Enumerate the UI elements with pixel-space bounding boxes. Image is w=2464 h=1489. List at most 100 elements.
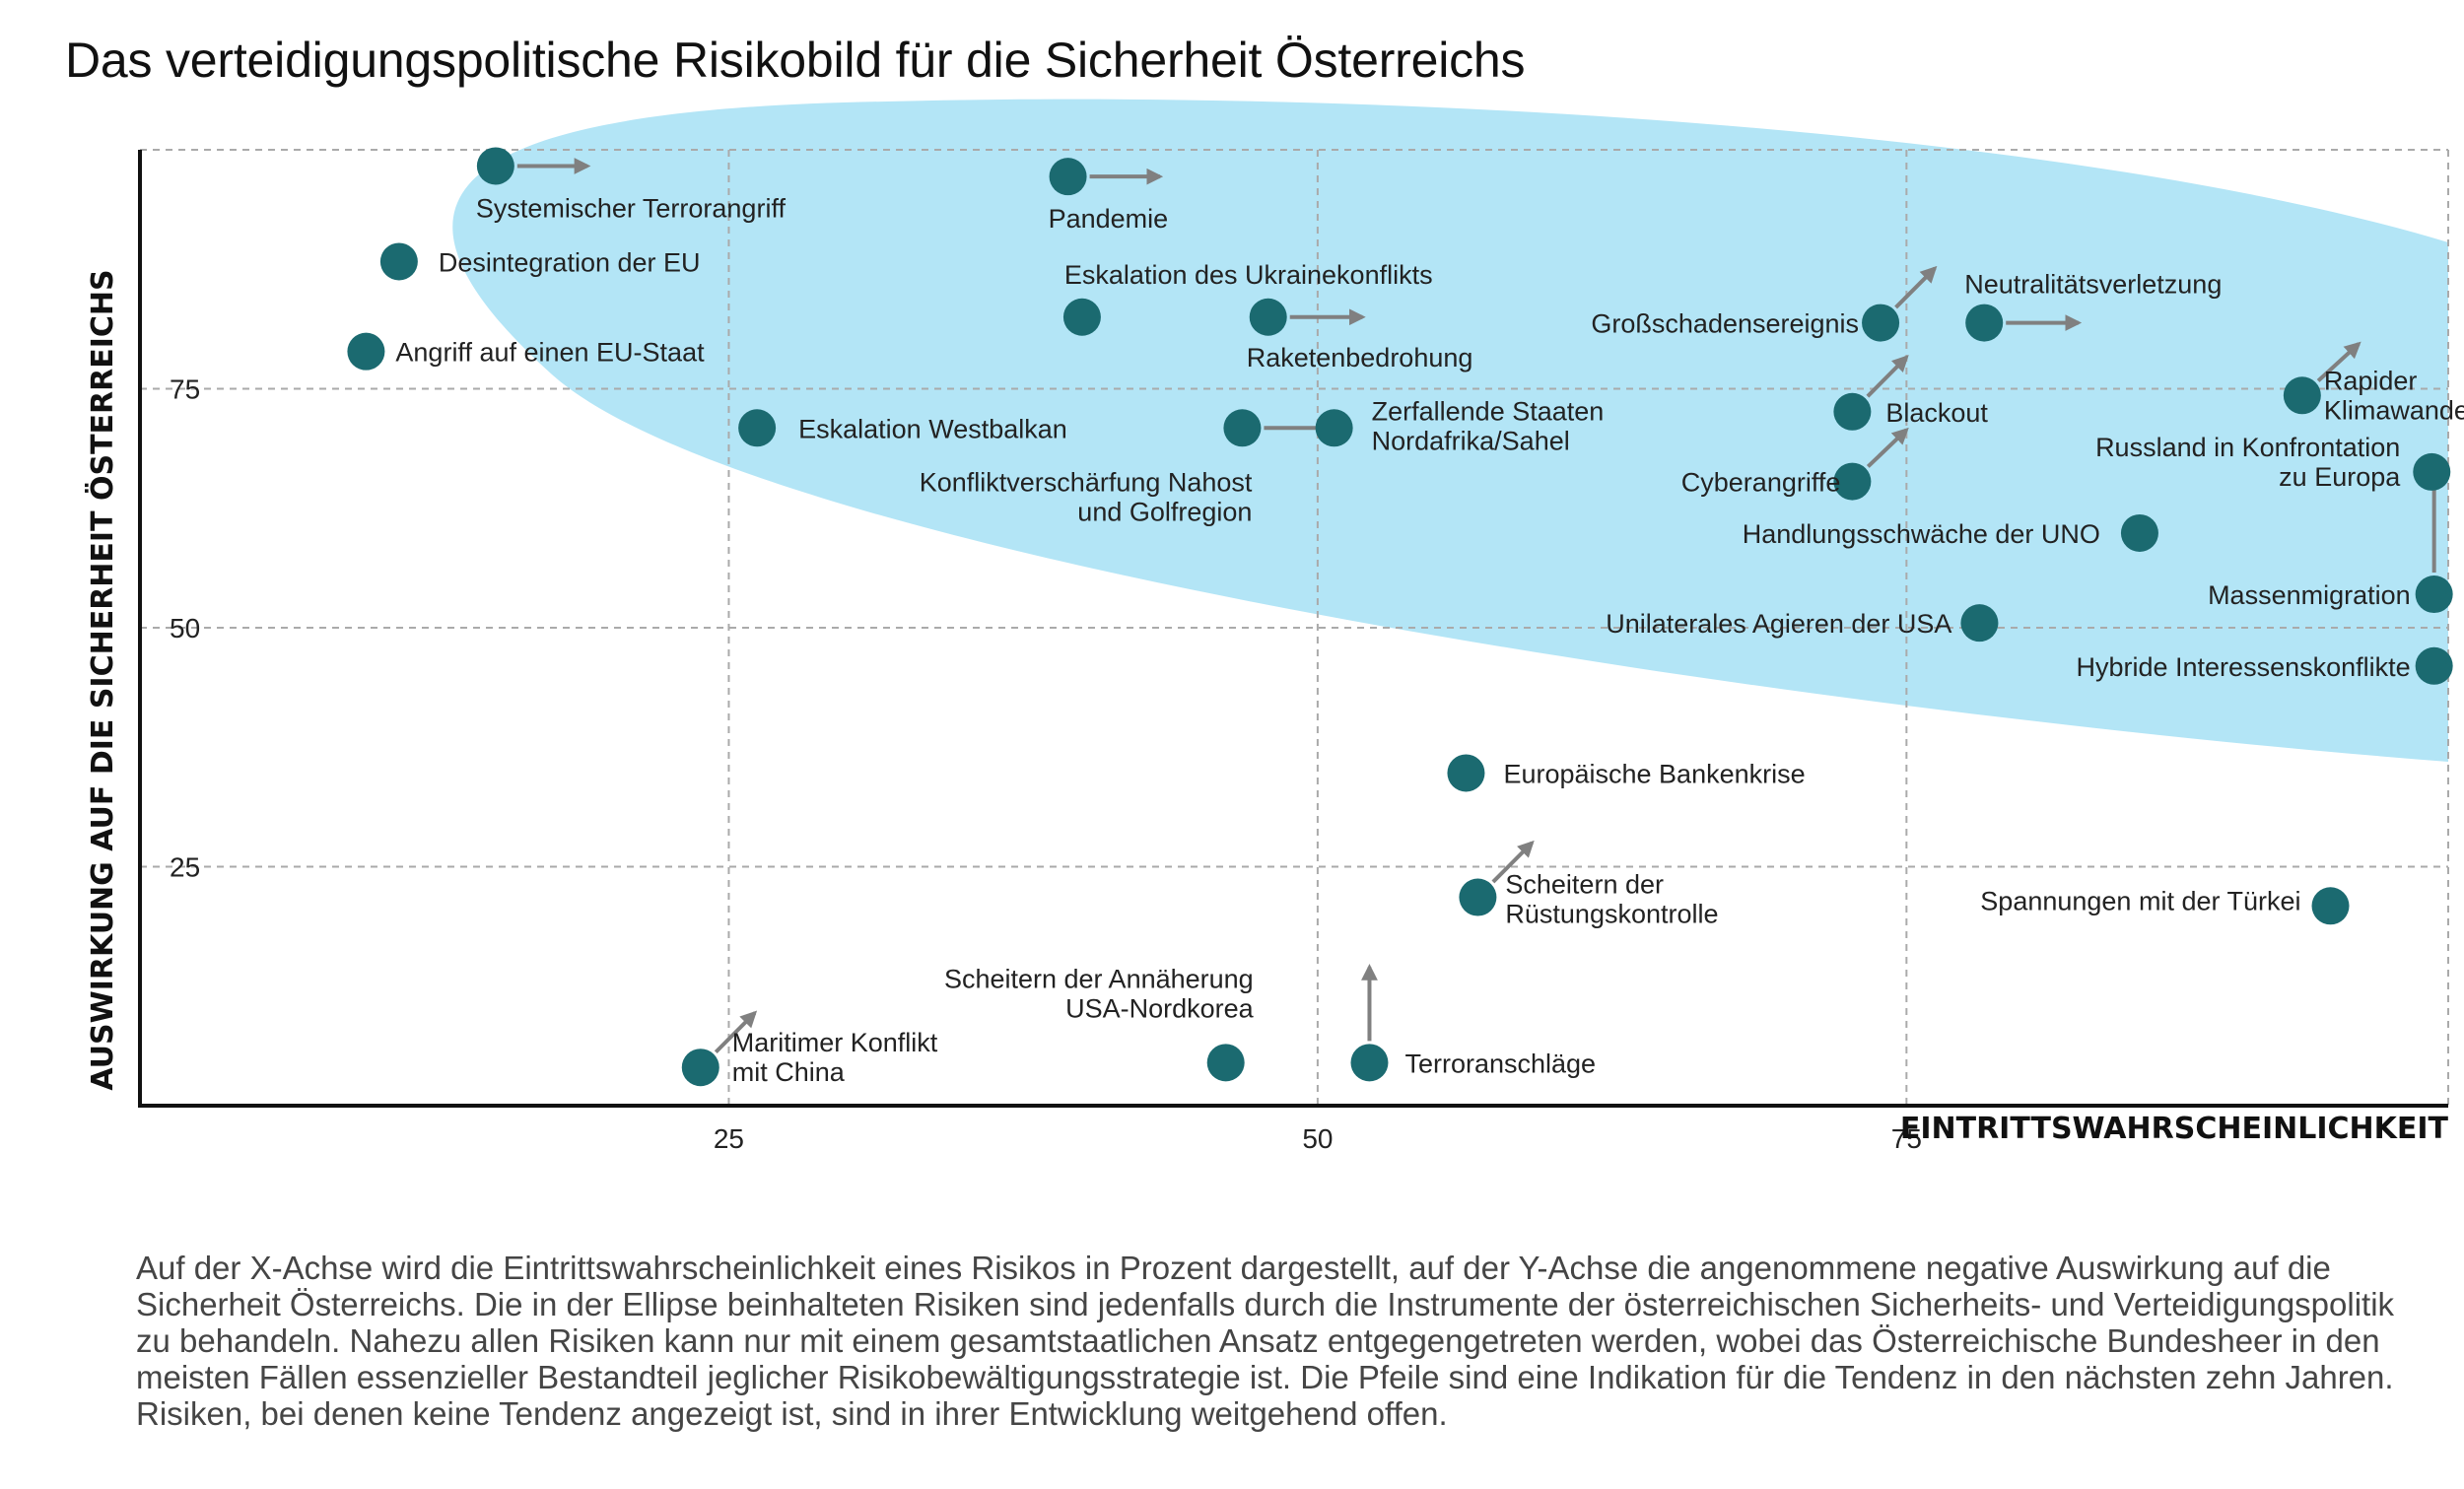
risk-label-line: Großschadensereignis [1591, 309, 1859, 339]
x-tick-label: 50 [1302, 1123, 1333, 1154]
risk-point [1206, 1044, 1245, 1082]
trend-arrow [1491, 840, 1535, 884]
risk-label-line: USA-Nordkorea [1065, 993, 1255, 1023]
risk-label-line: Raketenbedrohung [1247, 343, 1473, 372]
risk-label-line: Rapider [2324, 366, 2418, 395]
trend-arrow [1866, 355, 1909, 398]
risk-label: Unilaterales Agieren der USA [1606, 609, 1951, 639]
risk-label: Raketenbedrohung [1247, 343, 1473, 372]
risk-point [1862, 304, 1900, 342]
risk-label-line: Konfliktverschärfung Nahost [920, 467, 1253, 497]
risk-point [2283, 376, 2321, 415]
risk-label-line: Eskalation Westbalkan [798, 414, 1067, 443]
trend-arrow [714, 1010, 758, 1054]
risk-label-line: Rüstungskontrolle [1505, 900, 1718, 929]
risk-label-line: Scheitern der Annäherung [944, 964, 1254, 993]
risk-point [1459, 878, 1497, 916]
risk-ellipse [452, 99, 2448, 763]
risk-point [1960, 604, 1999, 643]
risk-point [347, 332, 385, 371]
risk-point [1447, 754, 1485, 792]
risk-label-line: Spannungen mit der Türkei [1980, 886, 2300, 915]
risk-point [2415, 575, 2453, 614]
risk-label: Eskalation Westbalkan [798, 414, 1067, 443]
risk-point [2120, 513, 2158, 552]
risk-label-line: zu Europa [2279, 462, 2401, 492]
risk-label: Neutralitätsverletzung [1964, 270, 2222, 300]
risk-label: Terroranschläge [1404, 1049, 1596, 1078]
risk-label: Zerfallende Staaten Nordafrika/Sahel [1372, 396, 1605, 455]
risk-point [2413, 452, 2451, 491]
risk-label: Cyberangriffe [1681, 468, 1841, 498]
risk-point [1833, 462, 1872, 501]
risk-label-line: Angriff auf einen EU-Staat [395, 338, 705, 368]
chart-title: Das verteidigungspolitische Risikobild f… [65, 33, 1526, 88]
risk-point [681, 1049, 719, 1087]
y-axis-label: AUSWIRKUNG AUF DIE SICHERHEIT ÖSTERREICH… [84, 269, 120, 1090]
risk-label: Russland in Konfrontation zu Europa [2095, 433, 2401, 492]
risk-point [738, 409, 777, 447]
risk-label-line: Cyberangriffe [1681, 468, 1841, 498]
risk-point [379, 242, 418, 281]
risk-label-line: Nordafrika/Sahel [1372, 426, 1570, 455]
risk-label-line: mit China [732, 1057, 846, 1087]
risk-label: Spannungen mit der Türkei [1980, 886, 2300, 915]
risk-label-line: Maritimer Konflikt [732, 1028, 938, 1057]
risk-point [2415, 646, 2453, 685]
risk-point [1223, 409, 1262, 447]
y-tick-label: 50 [170, 613, 200, 643]
risk-scatter-chart: 25 50 75 25 50 75 Systemischer Terrorangriff P… [84, 99, 2464, 1154]
risk-label-line: Russland in Konfrontation [2095, 433, 2400, 462]
y-tick-label: 75 [170, 374, 200, 405]
risk-label: Großschadensereignis [1591, 309, 1859, 339]
risk-label: Desintegration der EU [439, 247, 701, 277]
risk-label-line: Pandemie [1049, 204, 1169, 234]
risk-label: Europäische Bankenkrise [1503, 759, 1805, 788]
risk-label: Hybride Interessenskonflikte [2076, 652, 2410, 682]
risk-label-line: und Golfregion [1077, 497, 1252, 526]
risk-label: Konfliktverschärfung Nahost und Golfregio… [920, 467, 1253, 526]
risk-label: Massenmigration [2208, 580, 2411, 610]
risk-label-line: Neutralitätsverletzung [1964, 270, 2222, 300]
risk-label: Scheitern der Rüstungskontrolle [1505, 870, 1718, 929]
risk-point [1249, 298, 1287, 336]
x-axis-label: EINTRITTSWAHRSCHEINLICHKEIT [1900, 1112, 2449, 1146]
risk-point [1965, 304, 2004, 342]
risk-label-line: Eskalation des Ukrainekonflikts [1064, 260, 1433, 290]
risk-point [2311, 887, 2350, 925]
risk-label-line: Klimawandel [2324, 395, 2464, 425]
risk-label: Maritimer Konflikt mit China [732, 1028, 938, 1087]
x-tick-label: 25 [714, 1123, 744, 1154]
x-tick-label: 75 [1891, 1123, 1922, 1154]
risk-label: Eskalation des Ukrainekonflikts [1064, 260, 1433, 290]
risk-label-line: Terroranschläge [1404, 1049, 1596, 1078]
risk-point [1350, 1044, 1389, 1082]
chart-caption: Auf der X-Achse wird die Eintrittswahrsc… [136, 1250, 2395, 1432]
risk-label: Angriff auf einen EU-Staat [395, 338, 705, 368]
risk-label-line: Hybride Interessenskonflikte [2076, 652, 2410, 682]
risk-point [1062, 298, 1101, 336]
risk-label: Pandemie [1049, 204, 1169, 234]
risk-label: Blackout [1885, 398, 1988, 428]
trend-arrow [1866, 427, 1909, 468]
risk-label-line: Systemischer Terrorangriff [476, 193, 787, 223]
risk-label-line: Europäische Bankenkrise [1503, 759, 1805, 788]
y-tick-label: 25 [170, 852, 200, 883]
trend-arrow [2316, 341, 2361, 382]
risk-label-line: Unilaterales Agieren der USA [1606, 609, 1951, 639]
trend-arrow [1894, 265, 1938, 309]
risk-point [1833, 392, 1872, 431]
risk-label: Rapider Klimawandel [2324, 366, 2464, 425]
risk-label-line: Desintegration der EU [439, 247, 701, 277]
risk-label: Handlungsschwäche der UNO [1743, 519, 2100, 549]
risk-point [476, 147, 514, 185]
risk-label-line: Scheitern der [1505, 870, 1664, 900]
risk-point [1049, 158, 1087, 196]
risk-point [1315, 409, 1353, 447]
risk-label-line: Massenmigration [2208, 580, 2411, 610]
risk-label-line: Zerfallende Staaten [1372, 396, 1605, 426]
risk-label-line: Handlungsschwäche der UNO [1743, 519, 2100, 549]
risk-label-line: Blackout [1885, 398, 1988, 428]
risk-label: Systemischer Terrorangriff [476, 193, 787, 223]
risk-label: Scheitern der Annäherung USA-Nordkorea [944, 964, 1255, 1023]
